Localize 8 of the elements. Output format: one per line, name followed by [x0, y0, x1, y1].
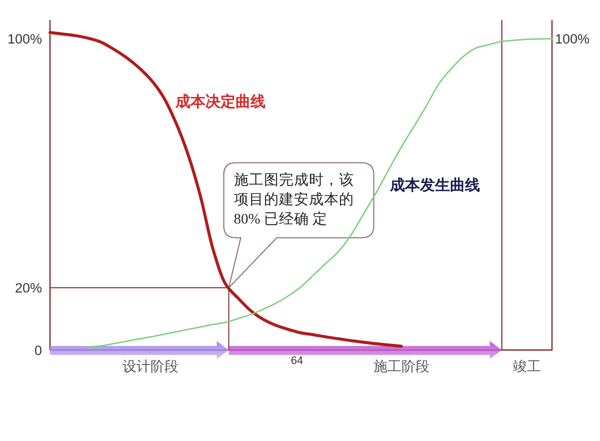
y-tick-label: 0 — [34, 343, 42, 358]
text: 64 — [290, 355, 304, 367]
x-tick-label: 施工阶段 — [373, 359, 430, 375]
x-tick-label: 竣工 — [512, 359, 541, 375]
annotation: 施工图完成时，该项目的建安成本的80% 已经确 定 — [234, 172, 354, 228]
x-tick-label: 设计阶段 — [122, 359, 178, 375]
y-tick-label: 20% — [14, 280, 42, 296]
y-tick-label: 100% — [7, 32, 42, 47]
